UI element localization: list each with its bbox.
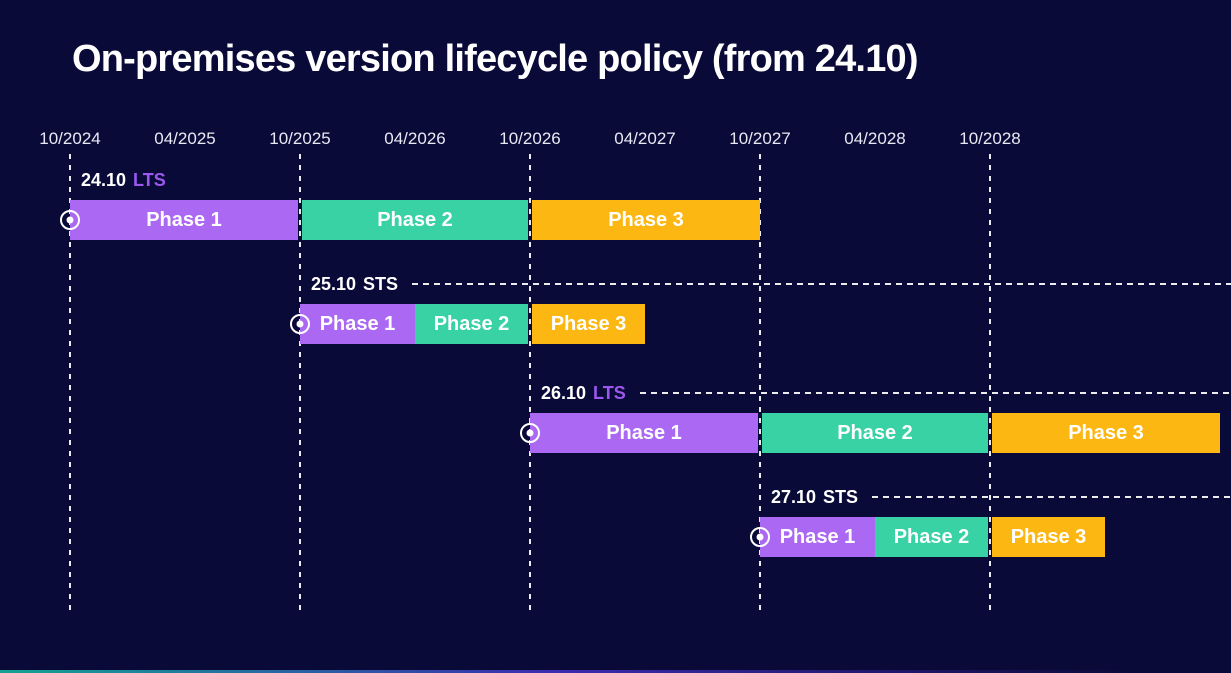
phase-bar-phase-2: Phase 2 xyxy=(762,413,988,453)
release-version: 24.10 xyxy=(81,169,127,190)
release-channel-badge: LTS xyxy=(593,382,626,403)
release-label-dashed-line xyxy=(872,496,1231,498)
release-version: 25.10 xyxy=(311,273,357,294)
phase-bar-label: Phase 1 xyxy=(319,312,396,335)
phase-bar-label: Phase 3 xyxy=(550,312,627,335)
page-title: On-premises version lifecycle policy (fr… xyxy=(72,38,919,80)
axis-tick-label: 04/2027 xyxy=(614,129,676,148)
bottom-accent-gradient xyxy=(0,670,1231,673)
phase-bar-label: Phase 3 xyxy=(1068,421,1144,444)
phase-bar-phase-3: Phase 3 xyxy=(992,517,1105,557)
vertical-dashed-gridline xyxy=(69,154,71,612)
release-start-marker-icon xyxy=(60,210,80,230)
phase-bar-label: Phase 3 xyxy=(608,208,684,231)
vertical-dashed-gridline xyxy=(759,154,761,612)
axis-tick-label: 10/2027 xyxy=(729,129,791,148)
release-start-marker-icon xyxy=(290,314,310,334)
phase-bar-label: Phase 1 xyxy=(779,525,856,548)
phase-bar-label: Phase 2 xyxy=(377,208,453,231)
release-channel-badge: STS xyxy=(823,486,859,507)
release-label: 27.10 STS xyxy=(771,486,1231,508)
vertical-dashed-gridline xyxy=(529,154,531,612)
axis-tick-label: 10/2026 xyxy=(499,129,561,148)
release-label: 24.10 LTS xyxy=(81,169,1231,191)
phase-bar-label: Phase 2 xyxy=(893,525,970,548)
phase-bar-phase-3: Phase 3 xyxy=(532,200,760,240)
phase-bar-label: Phase 2 xyxy=(837,421,913,444)
phase-bar-label: Phase 3 xyxy=(1010,525,1087,548)
phase-bar-label: Phase 1 xyxy=(146,208,222,231)
phase-bar-phase-1: Phase 1 xyxy=(530,413,758,453)
release-start-marker-icon xyxy=(520,423,540,443)
release-version: 27.10 xyxy=(771,486,817,507)
release-label: 26.10 LTS xyxy=(541,382,1231,404)
phase-bar-phase-1: Phase 1 xyxy=(760,517,875,557)
axis-tick-label: 10/2028 xyxy=(959,129,1021,148)
axis-tick-label: 10/2025 xyxy=(269,129,331,148)
phase-bar-phase-1: Phase 1 xyxy=(300,304,415,344)
axis-tick-label: 10/2024 xyxy=(39,129,101,148)
vertical-dashed-gridline xyxy=(989,154,991,612)
axis-tick-label: 04/2025 xyxy=(154,129,216,148)
phase-bar-phase-2: Phase 2 xyxy=(875,517,988,557)
release-channel-badge: STS xyxy=(363,273,399,294)
phase-bar-phase-3: Phase 3 xyxy=(992,413,1220,453)
axis-tick-label: 04/2026 xyxy=(384,129,446,148)
release-label-dashed-line xyxy=(639,392,1231,394)
release-channel-badge: LTS xyxy=(133,169,166,190)
phase-bar-label: Phase 2 xyxy=(433,312,510,335)
phase-bar-phase-2: Phase 2 xyxy=(302,200,528,240)
phase-bar-phase-1: Phase 1 xyxy=(70,200,298,240)
phase-bar-label: Phase 1 xyxy=(606,421,682,444)
release-label-dashed-line xyxy=(412,283,1231,285)
release-version: 26.10 xyxy=(541,382,587,403)
phase-bar-phase-2: Phase 2 xyxy=(415,304,528,344)
release-label: 25.10 STS xyxy=(311,273,1231,295)
vertical-dashed-gridline xyxy=(299,154,301,612)
axis-tick-label: 04/2028 xyxy=(844,129,906,148)
phase-bar-phase-3: Phase 3 xyxy=(532,304,645,344)
release-start-marker-icon xyxy=(750,527,770,547)
